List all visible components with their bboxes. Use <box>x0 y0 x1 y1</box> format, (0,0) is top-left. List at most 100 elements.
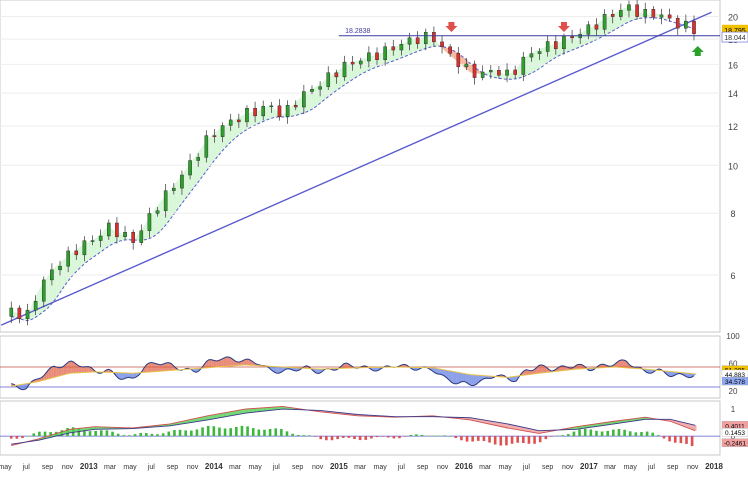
macd-histogram-bar <box>285 431 289 437</box>
signal-arrows <box>445 22 704 56</box>
macd-fill <box>211 414 214 420</box>
oscillator-fill <box>618 359 622 368</box>
x-tick-label: mar <box>104 464 117 471</box>
cloud-segment <box>258 109 262 124</box>
oscillator-fill <box>171 363 174 371</box>
macd-histogram-bar <box>330 436 334 441</box>
macd-fill <box>691 424 694 431</box>
macd-fill <box>606 421 609 426</box>
macd-histogram-bar <box>561 435 564 437</box>
oscillator-fill <box>671 371 674 377</box>
price-grid <box>0 16 720 276</box>
x-tick-label: may <box>123 464 137 471</box>
oscillator-fill <box>126 372 129 378</box>
cloud-segment <box>151 210 154 238</box>
candle-body <box>228 119 233 126</box>
macd-histogram-bar <box>668 436 671 442</box>
macd-fill <box>236 410 239 415</box>
cloud-segment <box>526 54 529 76</box>
oscillator-fill <box>448 370 452 383</box>
candle-body <box>310 89 314 92</box>
price-tick-label: 12 <box>728 122 738 132</box>
cloud-segment <box>493 70 497 78</box>
macd-histogram-bar <box>313 436 317 437</box>
cloud-segment <box>413 39 417 53</box>
macd-histogram-bar <box>336 436 339 440</box>
cloud-segment <box>46 274 49 310</box>
cloud-segment <box>403 42 407 57</box>
cloud-segment <box>316 84 319 107</box>
macd-histogram-bar <box>139 432 142 437</box>
macd-fill <box>188 419 192 423</box>
macd-histogram-bar <box>15 436 19 439</box>
candle-body <box>155 210 160 214</box>
cloud-segment <box>211 133 214 165</box>
oscillator-fill <box>61 366 64 376</box>
macd-fill <box>246 408 249 414</box>
x-tick-label: sep <box>417 464 428 471</box>
cloud-segment <box>453 50 457 61</box>
macd-fill <box>498 422 502 427</box>
macd-fill <box>513 425 517 430</box>
candle-body <box>253 107 257 117</box>
cloud-segment <box>71 251 74 278</box>
cloud-segment <box>63 257 67 288</box>
candle-body <box>269 105 274 108</box>
macd-histogram-bar <box>392 436 396 439</box>
cloud-segment <box>136 232 139 241</box>
cloud-segment <box>271 106 274 119</box>
cloud-segment <box>208 135 212 168</box>
macd-value-badge <box>721 428 748 437</box>
cloud-segment <box>306 90 309 112</box>
macd-fill <box>506 423 509 429</box>
macd-fill <box>91 426 94 430</box>
macd-fill <box>271 407 274 411</box>
macd-histogram-bar <box>499 436 503 446</box>
x-tick-label: may <box>624 464 638 471</box>
oscillator-fill <box>76 364 79 373</box>
price-tick-label: 20 <box>728 13 738 23</box>
oscillator-fill <box>81 366 84 373</box>
macd-fill <box>81 427 84 432</box>
x-tick-label: jul <box>147 464 155 471</box>
macd-fill <box>508 424 512 429</box>
cloud-segment <box>288 106 292 117</box>
macd-fill <box>96 426 99 430</box>
macd-fill <box>206 415 209 421</box>
cloud-segment <box>508 72 512 80</box>
oscillator-tick-label: 100 <box>726 332 740 341</box>
oscillator-fill <box>66 361 69 375</box>
oscillator-fill <box>463 373 467 383</box>
macd-histogram-bar <box>505 436 508 446</box>
macd-histogram-bar <box>128 435 131 437</box>
cloud-segment <box>626 7 629 24</box>
x-tick-label: 2015 <box>330 462 348 471</box>
macd-histogram-bar <box>538 436 542 443</box>
price-tick-label: 16 <box>728 60 738 70</box>
oscillator-fill <box>68 361 72 374</box>
oscillator-fill <box>276 366 279 374</box>
macd-fill <box>503 423 507 428</box>
macd-fill <box>231 411 234 416</box>
cloud-segment <box>666 18 669 21</box>
macd-histogram-bar <box>280 428 283 437</box>
macd-histogram-bar <box>347 436 351 438</box>
oscillator-fill <box>601 364 604 368</box>
oscillator-fill <box>561 365 564 371</box>
x-tick-label: jul <box>647 464 655 471</box>
cloud-segment <box>386 49 389 64</box>
oscillator-fill <box>148 362 152 373</box>
cloud-segment <box>671 21 674 23</box>
moving-average-label: 18.044 <box>724 35 746 42</box>
oscillator-fill <box>246 359 249 366</box>
cloud-segment <box>13 311 17 318</box>
candle-body <box>212 135 217 137</box>
macd-histogram-bar <box>341 436 345 438</box>
last-price-label: 18.795 <box>724 28 746 35</box>
macd-histogram-bar <box>229 428 233 437</box>
candle-body <box>456 53 461 68</box>
macd-histogram-bar <box>612 429 615 437</box>
cloud-segment <box>198 147 202 182</box>
oscillator-fill <box>526 369 529 375</box>
